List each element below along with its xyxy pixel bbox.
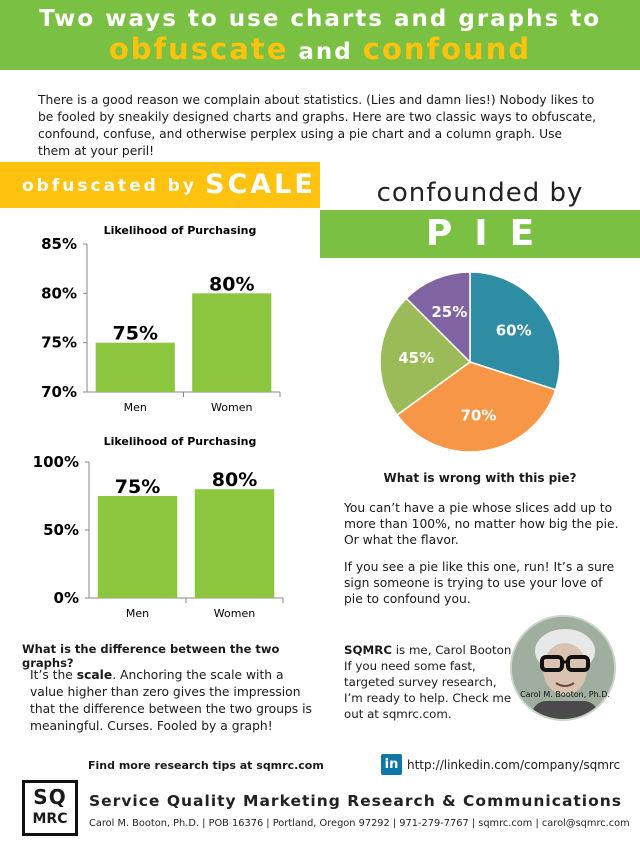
x-category-label: Women	[211, 401, 252, 414]
bar-data-label: 80%	[209, 273, 254, 295]
y-tick-label: 80%	[41, 284, 77, 302]
tips-link-text[interactable]: Find more research tips at sqmrc.com	[88, 759, 324, 772]
pie-slice-label: 45%	[398, 349, 434, 367]
intro-paragraph: There is a good reason we complain about…	[38, 93, 597, 158]
portrait-illustration	[512, 617, 614, 719]
y-tick-label: 0%	[54, 589, 79, 607]
scale-answer-pre: It’s the	[30, 668, 77, 682]
bar-women	[192, 293, 272, 392]
logo-line-1: SQ	[33, 785, 67, 809]
scale-answer-bold: scale	[76, 668, 113, 682]
bar-data-label: 80%	[212, 469, 257, 491]
pie-slice-label: 70%	[460, 406, 496, 424]
y-tick-label: 50%	[43, 521, 79, 539]
scale-banner-big-text: SCALE	[205, 169, 316, 200]
bar-data-label: 75%	[113, 323, 158, 345]
pie-banner: PIE	[320, 210, 640, 258]
linkedin-icon[interactable]: in	[381, 754, 402, 775]
pie-slice-label: 60%	[496, 321, 532, 339]
about-name: SQMRC	[344, 643, 393, 657]
y-tick-label: 85%	[41, 235, 77, 253]
title-line-2: obfuscate and confound	[0, 32, 640, 66]
contact-line: Carol M. Booton, Ph.D. | POB 16376 | Por…	[89, 818, 630, 829]
scale-banner: obfuscated by SCALE	[0, 162, 320, 208]
pie-slice	[469, 271, 561, 391]
title-line-1: Two ways to use charts and graphs to	[38, 6, 602, 32]
title-word-and: and	[288, 39, 363, 65]
company-name: Service Quality Marketing Research & Com…	[89, 792, 623, 810]
about-text: SQMRC is me, Carol Booton. If you need s…	[344, 642, 519, 722]
x-category-label: Men	[126, 607, 149, 620]
scale-answer-post: . Anchoring the scale with a value highe…	[30, 668, 312, 733]
pie-explanation-2: If you see a pie like this one, run! It’…	[344, 560, 615, 606]
y-tick-label: 70%	[41, 383, 77, 401]
x-category-label: Women	[214, 607, 255, 620]
author-photo	[510, 615, 616, 721]
bar-chart-zero-based: Likelihood of Purchasing 0% 50% 100% 75% Men 8…	[33, 435, 284, 620]
pie-slice	[405, 271, 471, 364]
scale-banner-small-text: obfuscated by	[22, 176, 198, 196]
linkedin-url[interactable]: http://linkedin.com/company/sqmrc	[407, 758, 621, 772]
photo-caption: Carol M. Booton, Ph.D.	[520, 690, 610, 699]
bar-women	[194, 489, 275, 598]
title-word-obfuscate: obfuscate	[108, 32, 289, 66]
scale-answer: It’s the scale. Anchoring the scale with…	[30, 667, 320, 735]
bar-data-label: 75%	[115, 476, 160, 498]
pie-question: What is wrong with this pie?	[383, 471, 577, 485]
chart-title: Likelihood of Purchasing	[104, 224, 257, 237]
y-tick-label: 75%	[41, 334, 77, 352]
chart-title: Likelihood of Purchasing	[104, 435, 257, 448]
pie-chart: 60% 70% 45% 25%	[379, 271, 561, 453]
about-body: is me, Carol Booton. If you need some fa…	[344, 643, 516, 721]
title-word-confound: confound	[362, 32, 532, 66]
sqmrc-logo: SQ MRC	[22, 780, 78, 836]
x-category-label: Men	[124, 401, 147, 414]
logo-line-2: MRC	[32, 811, 68, 827]
bar-chart-truncated: Likelihood of Purchasing 70% 75% 80% 85% 75% M…	[41, 224, 281, 414]
scale-question: What is the difference between the two g…	[22, 642, 280, 670]
pie-slice	[379, 297, 472, 416]
bar-men	[97, 496, 178, 598]
pie-slice-label: 25%	[431, 303, 467, 321]
y-tick-label: 100%	[33, 453, 79, 471]
bar-men	[95, 342, 175, 392]
header-banner: Two ways to use charts and graphs to obf…	[0, 0, 640, 70]
pie-heading: confounded by	[376, 178, 584, 208]
pie-explanation-1: You can’t have a pie whose slices add up…	[344, 501, 619, 547]
pie-slice	[396, 361, 557, 453]
